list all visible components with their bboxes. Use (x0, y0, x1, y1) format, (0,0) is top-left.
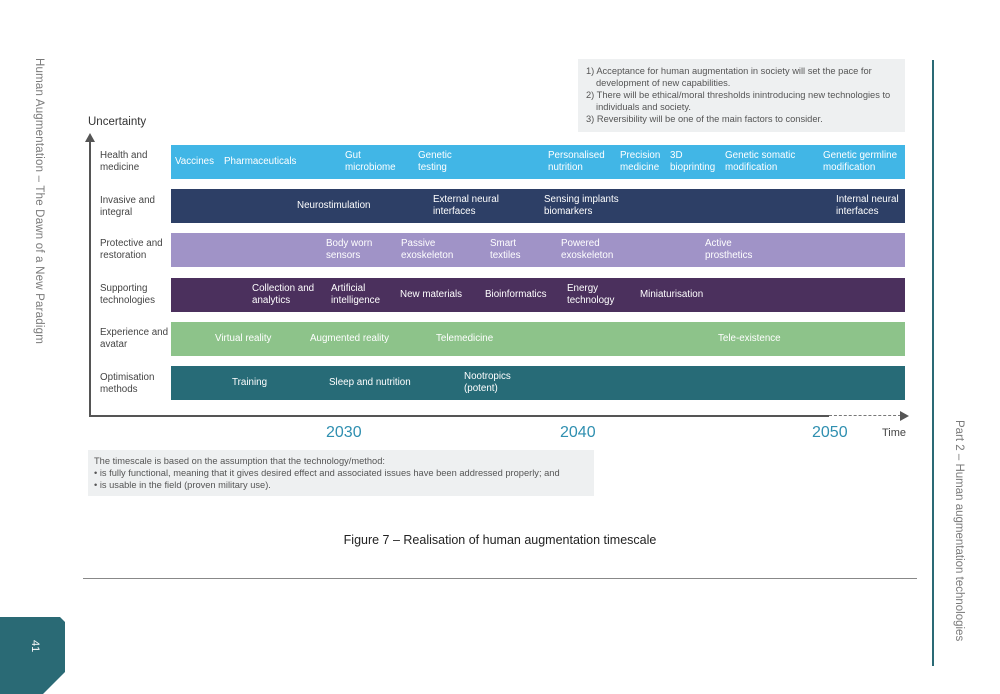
figure-caption: Figure 7 – Realisation of human augmenta… (343, 533, 657, 547)
item-gut-microbiome: Gut microbiome (345, 150, 396, 173)
item-3d-bioprinting: 3D bioprinting (670, 150, 716, 173)
item-powered-exoskeleton: Powered exoskeleton (561, 238, 614, 261)
footnote-bullet-2: • is usable in the field (proven militar… (94, 480, 271, 490)
item-precision-medicine: Precision medicine (620, 150, 661, 173)
running-header-left: Human Augmentation – The Dawn of a New P… (33, 58, 45, 344)
row-label-supporting: Supporting technologies (100, 283, 156, 306)
page-number-tab (0, 617, 65, 694)
item-passive-exoskeleton: Passive exoskeleton (401, 238, 454, 261)
footnote-box: The timescale is based on the assumption… (88, 450, 594, 496)
item-internal-neural-interfaces: Internal neural interfaces (836, 194, 899, 217)
item-vaccines: Vaccines (175, 156, 215, 167)
item-pharmaceuticals: Pharmaceuticals (224, 156, 297, 167)
note-3: 3) Reversibility will be one of the main… (586, 114, 823, 124)
item-miniaturisation: Miniaturisation (640, 289, 704, 300)
item-augmented-reality: Augmented reality (310, 333, 389, 344)
note-1: 1) Acceptance for human augmentation in … (586, 66, 872, 88)
item-new-materials: New materials (400, 289, 463, 300)
x-axis (89, 415, 829, 417)
bottom-divider (83, 578, 917, 579)
x-axis-dashed-extension (829, 415, 901, 416)
item-virtual-reality: Virtual reality (215, 333, 272, 344)
item-personalised-nutrition: Personalised nutrition (548, 150, 605, 173)
notes-box: 1) Acceptance for human augmentation in … (578, 59, 905, 132)
item-active-prosthetics: Active prosthetics (705, 238, 753, 261)
y-axis (89, 140, 91, 416)
item-telemedicine: Telemedicine (436, 333, 494, 344)
band-experience (171, 322, 905, 356)
item-artificial-intelligence: Artificial intelligence (331, 283, 381, 306)
band-supporting (171, 278, 905, 312)
item-tele-existence: Tele-existence (718, 333, 781, 344)
right-divider (932, 60, 934, 666)
item-genetic-testing: Genetic testing (418, 150, 452, 173)
row-label-invasive: Invasive and integral (100, 195, 156, 218)
item-external-neural-interfaces: External neural interfaces (433, 194, 499, 217)
running-header-right: Part 2 – Human augmentation technologies (953, 420, 965, 642)
item-smart-textiles: Smart textiles (490, 238, 521, 261)
item-genetic-germline-modification: Genetic germline modification (823, 150, 898, 173)
x-axis-label: Time (882, 427, 907, 439)
item-sensing-implants-biomarkers: Sensing implants biomarkers (544, 194, 619, 217)
item-body-worn-sensors: Body worn sensors (326, 238, 373, 261)
year-2040: 2040 (560, 424, 596, 441)
item-sleep-nutrition: Sleep and nutrition (329, 377, 411, 388)
y-axis-arrow (85, 133, 95, 142)
item-training: Training (232, 377, 268, 388)
page-number: 41 (29, 640, 41, 653)
note-2: 2) There will be ethical/moral threshold… (586, 90, 891, 112)
band-invasive (171, 189, 905, 223)
x-axis-arrow (900, 411, 909, 421)
band-optimisation (171, 366, 905, 400)
item-bioinformatics: Bioinformatics (485, 289, 547, 300)
item-nootropics: Nootropics (potent) (464, 371, 511, 394)
band-protective (171, 233, 905, 267)
row-label-protective: Protective and restoration (100, 238, 163, 261)
year-2050: 2050 (812, 424, 848, 441)
y-axis-label: Uncertainty (88, 116, 147, 128)
item-collection-analytics: Collection and analytics (252, 283, 315, 306)
band-health (171, 145, 905, 179)
item-energy-technology: Energy technology (567, 283, 615, 306)
footnote-intro: The timescale is based on the assumption… (94, 456, 385, 466)
item-genetic-somatic-modification: Genetic somatic modification (725, 150, 796, 173)
row-label-health: Health and medicine (100, 150, 148, 173)
row-label-optimisation: Optimisation methods (100, 372, 155, 395)
footnote-bullet-1: • is fully functional, meaning that it g… (94, 468, 560, 478)
row-label-experience: Experience and avatar (100, 327, 169, 350)
year-2030: 2030 (326, 424, 362, 441)
item-neurostimulation: Neurostimulation (297, 200, 371, 211)
